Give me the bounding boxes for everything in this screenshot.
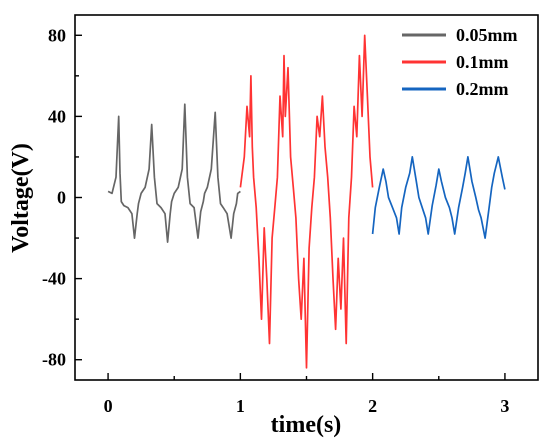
y-axis-title: Voltage(V) [8,143,34,253]
y-tick-label-1: -40 [42,269,66,289]
y-tick-label-4: 80 [48,25,66,45]
series-line-1 [239,34,374,369]
x-tick-label-3: 3 [500,396,509,416]
legend: 0.05mm 0.1mm 0.2mm [402,25,518,99]
y-tick-label-2: 0 [57,188,66,208]
legend-label-1: 0.1mm [456,52,509,72]
x-tick-label-1: 1 [236,396,245,416]
series-line-2 [371,156,506,239]
series-line-0 [107,103,241,243]
x-axis-title: time(s) [271,412,342,438]
y-tick-label-0: -80 [42,350,66,370]
series-layer [107,34,506,369]
x-axis: 0 1 2 3 [104,373,509,416]
y-axis: -80 -40 0 40 80 [42,25,82,370]
y-tick-label-3: 40 [48,106,66,126]
x-tick-label-0: 0 [104,396,113,416]
x-tick-label-2: 2 [368,396,377,416]
legend-label-2: 0.2mm [456,79,509,99]
legend-label-0: 0.05mm [456,25,518,45]
